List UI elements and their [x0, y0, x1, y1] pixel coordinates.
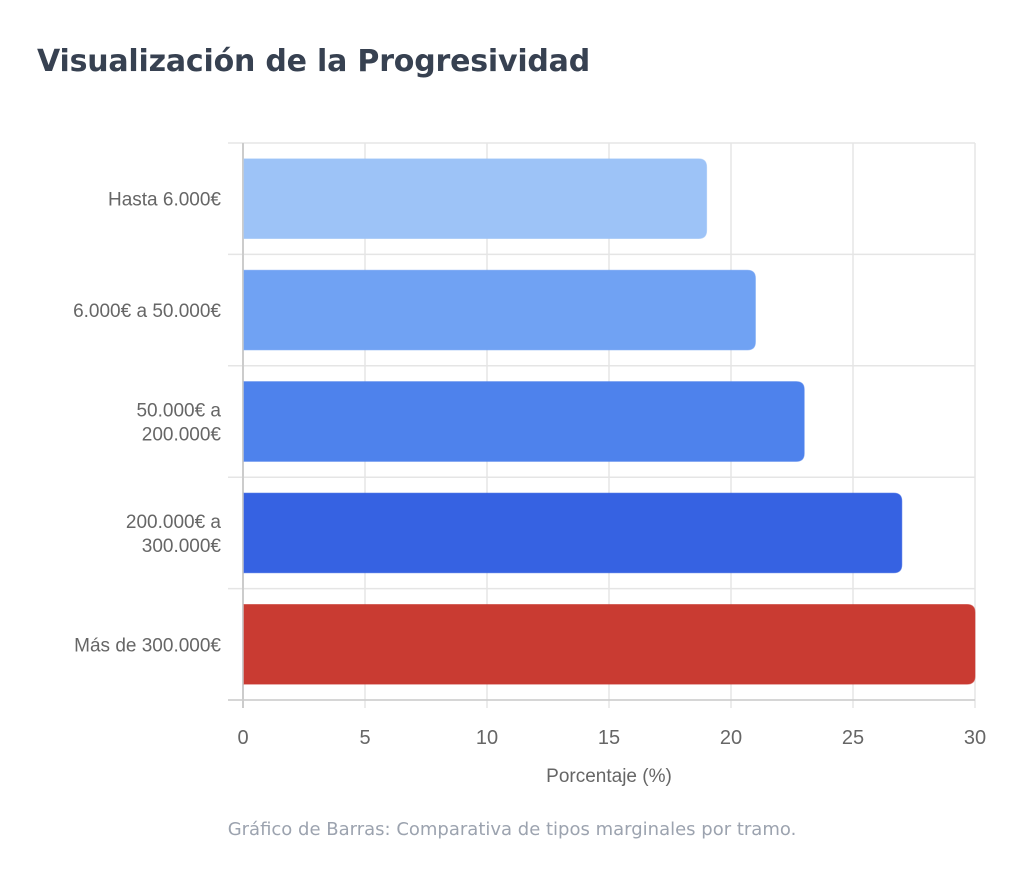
x-tick-label: 25: [842, 727, 864, 749]
y-category-label: Hasta 6.000€: [108, 190, 221, 211]
bar-3[interactable]: [243, 381, 805, 462]
x-axis-labels: 0 5 10 15 20 25 30: [237, 727, 986, 749]
x-tick-label: 15: [598, 727, 620, 749]
x-tick-label: 20: [720, 727, 742, 749]
x-axis-title: Porcentaje (%): [546, 766, 672, 787]
chart-bars: [243, 158, 976, 685]
bar-5[interactable]: [243, 603, 976, 685]
bar-4[interactable]: [243, 492, 903, 574]
y-category-label: Más de 300.000€: [74, 635, 221, 656]
y-category-label: 50.000€ a: [136, 401, 221, 422]
x-tick-label: 10: [476, 727, 498, 749]
y-category-label: 200.000€ a: [126, 512, 222, 533]
y-category-label: 200.000€: [142, 425, 222, 446]
x-tick-label: 5: [359, 727, 370, 749]
bar-2[interactable]: [243, 269, 756, 351]
x-tick-label: 30: [964, 727, 986, 749]
x-tick-label: 0: [237, 727, 248, 749]
bar-1[interactable]: [243, 158, 708, 240]
y-category-label: 6.000€ a 50.000€: [73, 301, 221, 322]
y-category-label: 300.000€: [142, 536, 222, 557]
chart-title: Visualización de la Progresividad: [37, 44, 590, 79]
y-axis-labels: Hasta 6.000€ 6.000€ a 50.000€ 50.000€ a 200…: [73, 190, 221, 657]
chart-caption: Gráfico de Barras: Comparativa de tipos …: [227, 819, 797, 840]
